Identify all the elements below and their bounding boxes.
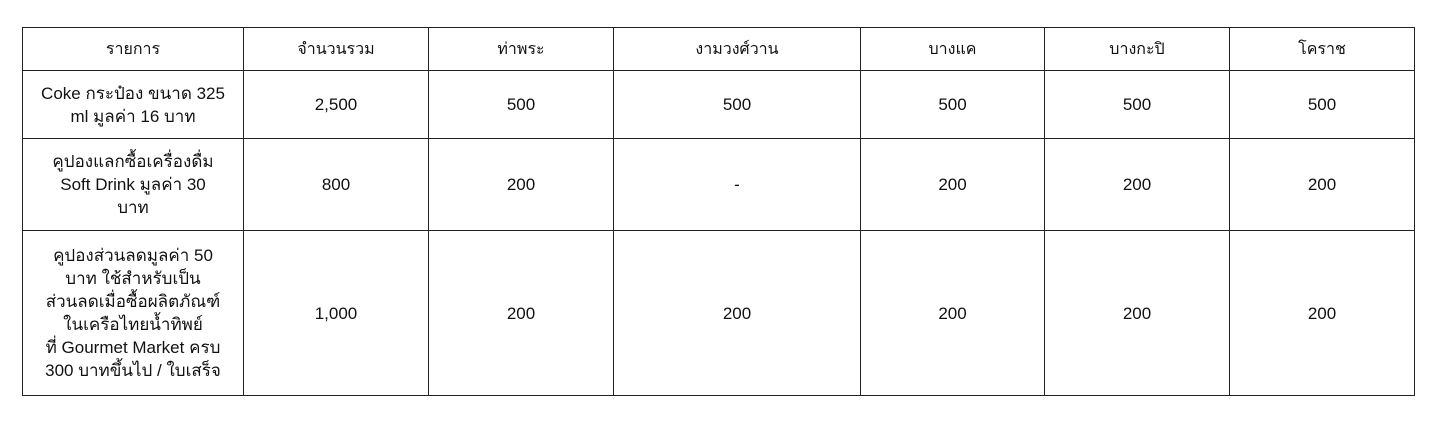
header-ngamwongwan: งามวงศ์วาน	[613, 27, 861, 71]
value-cell: 500	[860, 70, 1045, 139]
value-cell: 200	[613, 230, 861, 396]
header-item: รายการ	[22, 27, 244, 71]
value-cell: 500	[1044, 70, 1230, 139]
value-cell: 200	[860, 230, 1045, 396]
header-thaphra: ท่าพระ	[428, 27, 614, 71]
value-cell: 200	[860, 138, 1045, 231]
header-bangkapi: บางกะปิ	[1044, 27, 1230, 71]
value-cell: 200	[428, 138, 614, 231]
distribution-table: รายการ จำนวนรวม ท่าพระ งามวงศ์วาน บางแค …	[22, 27, 1415, 396]
table-row: คูปองส่วนลดมูลค่า 50 บาท ใช้สำหรับเป็น ส…	[22, 230, 1415, 396]
value-cell: 500	[613, 70, 861, 139]
value-cell: 2,500	[243, 70, 429, 139]
header-row: รายการ จำนวนรวม ท่าพระ งามวงศ์วาน บางแค …	[22, 27, 1415, 71]
value-cell: 500	[1229, 70, 1415, 139]
value-cell: 1,000	[243, 230, 429, 396]
item-cell: Coke กระป๋อง ขนาด 325 ml มูลค่า 16 บาท	[22, 70, 244, 139]
value-cell: 200	[1229, 230, 1415, 396]
value-cell: 200	[1044, 230, 1230, 396]
header-total: จำนวนรวม	[243, 27, 429, 71]
value-cell: 200	[1229, 138, 1415, 231]
item-cell: คูปองส่วนลดมูลค่า 50 บาท ใช้สำหรับเป็น ส…	[22, 230, 244, 396]
value-cell: 200	[1044, 138, 1230, 231]
header-korat: โคราช	[1229, 27, 1415, 71]
header-bangkhae: บางแค	[860, 27, 1045, 71]
value-cell: -	[613, 138, 861, 231]
table-row: Coke กระป๋อง ขนาด 325 ml มูลค่า 16 บาท 2…	[22, 70, 1415, 139]
item-cell: คูปองแลกซื้อเครื่องดื่ม Soft Drink มูลค่…	[22, 138, 244, 231]
value-cell: 500	[428, 70, 614, 139]
value-cell: 200	[428, 230, 614, 396]
table-row: คูปองแลกซื้อเครื่องดื่ม Soft Drink มูลค่…	[22, 138, 1415, 231]
value-cell: 800	[243, 138, 429, 231]
